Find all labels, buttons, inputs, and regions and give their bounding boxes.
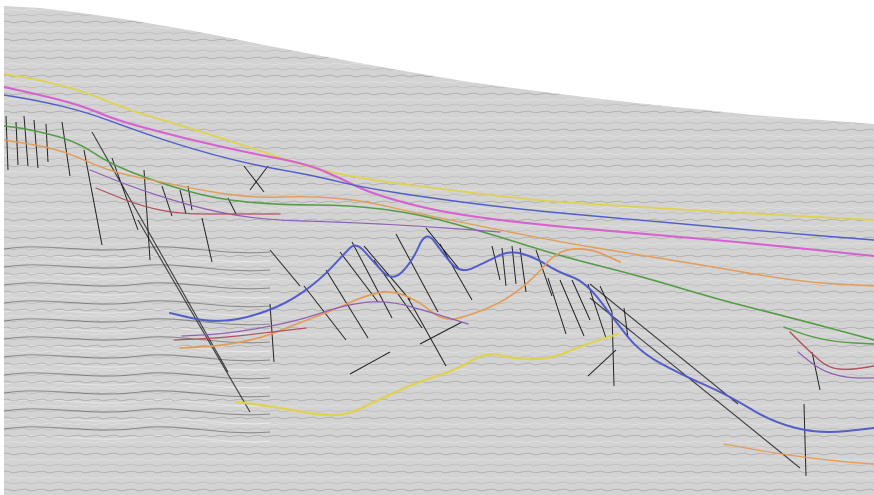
fault-line <box>161 185 173 217</box>
fault-line <box>559 279 585 337</box>
fault-line <box>811 351 821 391</box>
fault-line <box>83 149 103 246</box>
orange-horizon-central <box>179 248 621 349</box>
fault-line <box>589 297 801 469</box>
green-horizon-upper <box>4 125 874 341</box>
red-horizon-upper <box>95 187 281 215</box>
fault-line <box>587 349 617 377</box>
fault-line <box>491 245 501 281</box>
yellow-horizon-lower <box>234 332 620 417</box>
fault-line <box>61 121 71 177</box>
purple-horizon-central <box>181 301 469 337</box>
orange-horizon-upper <box>4 139 874 287</box>
fault-line <box>111 157 139 231</box>
blue-horizon-central <box>169 235 874 433</box>
fault-line <box>269 249 301 287</box>
fault-line <box>33 119 39 169</box>
fault-line <box>547 277 567 335</box>
fault-line <box>201 217 213 263</box>
fault-line <box>137 219 251 413</box>
fault-line <box>535 249 553 297</box>
fault-line <box>243 165 265 193</box>
fault-line <box>179 189 187 215</box>
yellow-horizon-upper <box>4 73 874 221</box>
fault-line <box>623 307 629 339</box>
fault-line <box>395 233 439 313</box>
fault-line <box>5 115 9 171</box>
fault-line <box>407 297 447 367</box>
fault-line <box>351 241 393 319</box>
fault-line <box>599 285 613 313</box>
fault-line <box>419 321 463 345</box>
fault-line <box>45 123 49 163</box>
fault-line <box>587 283 607 339</box>
red-horizon-right <box>789 331 874 371</box>
fault-line <box>611 311 615 387</box>
blue-horizon-upper <box>4 94 874 241</box>
fault-line <box>23 115 29 167</box>
orange-horizon-bottom <box>723 443 874 465</box>
red-horizon-central <box>173 327 307 341</box>
fault-line <box>363 245 411 301</box>
magenta-horizon <box>4 85 874 258</box>
horizon-lines-group <box>4 73 874 465</box>
purple-horizon-right <box>797 351 874 379</box>
fault-line <box>571 279 591 321</box>
purple-horizon-upper <box>89 169 501 233</box>
fault-line <box>439 243 473 301</box>
fault-line <box>803 403 807 477</box>
fault-line <box>15 121 19 166</box>
fault-line <box>589 283 739 405</box>
fault-line <box>349 351 391 375</box>
fault-line <box>143 169 151 261</box>
green-horizon-right <box>783 326 874 345</box>
fault-line <box>249 165 269 191</box>
